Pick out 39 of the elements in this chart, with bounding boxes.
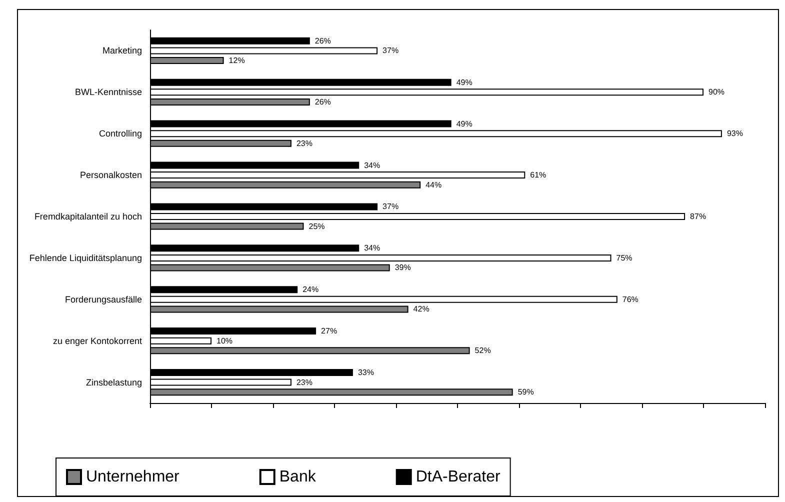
data-label: 23% — [296, 138, 312, 148]
y-tick-label: Zinsbelastung — [86, 377, 142, 388]
data-label: 26% — [314, 97, 331, 106]
data-label: 76% — [622, 294, 638, 304]
data-label: 27% — [321, 326, 338, 336]
data-label: 39% — [394, 263, 411, 272]
y-tick-label: Personalkosten — [80, 170, 142, 180]
data-label: 49% — [456, 78, 472, 87]
data-label: 12% — [228, 56, 245, 66]
y-tick-label: Controlling — [98, 128, 142, 139]
y-tick-label: zu enger Kontokorrent — [52, 336, 142, 346]
y-tick-label: Fremdkapitalanteil zu hoch — [34, 212, 142, 222]
data-label: 34% — [364, 244, 380, 253]
y-tick-label: Fehlende Liquiditätsplanung — [29, 252, 142, 263]
y-tick-label: Marketing — [102, 46, 142, 56]
data-label: 24% — [302, 285, 319, 294]
data-label: 10% — [216, 336, 233, 346]
legend-label: Unternehmer — [86, 468, 180, 486]
data-label: 90% — [708, 88, 725, 97]
data-label: 93% — [726, 129, 743, 138]
data-label: 42% — [413, 304, 430, 314]
data-label: 44% — [426, 180, 442, 190]
data-label: 87% — [690, 212, 706, 221]
y-tick-label: Forderungsausfälle — [64, 294, 142, 304]
data-label: 37% — [382, 46, 399, 56]
data-label: 75% — [616, 253, 632, 262]
legend-label: Bank — [279, 468, 317, 486]
y-tick-label: BWL-Kenntnisse — [74, 87, 142, 98]
data-label: 37% — [382, 202, 399, 212]
data-label: 49% — [456, 119, 472, 128]
legend-label: DtA-Berater — [416, 468, 501, 486]
data-label: 23% — [296, 378, 312, 387]
data-label: 33% — [358, 368, 374, 377]
data-label: 26% — [314, 36, 331, 46]
data-label: 61% — [530, 170, 546, 180]
data-label: 34% — [364, 160, 380, 170]
data-label: 59% — [518, 388, 534, 397]
data-label: 52% — [474, 346, 491, 356]
data-label: 25% — [308, 222, 325, 231]
